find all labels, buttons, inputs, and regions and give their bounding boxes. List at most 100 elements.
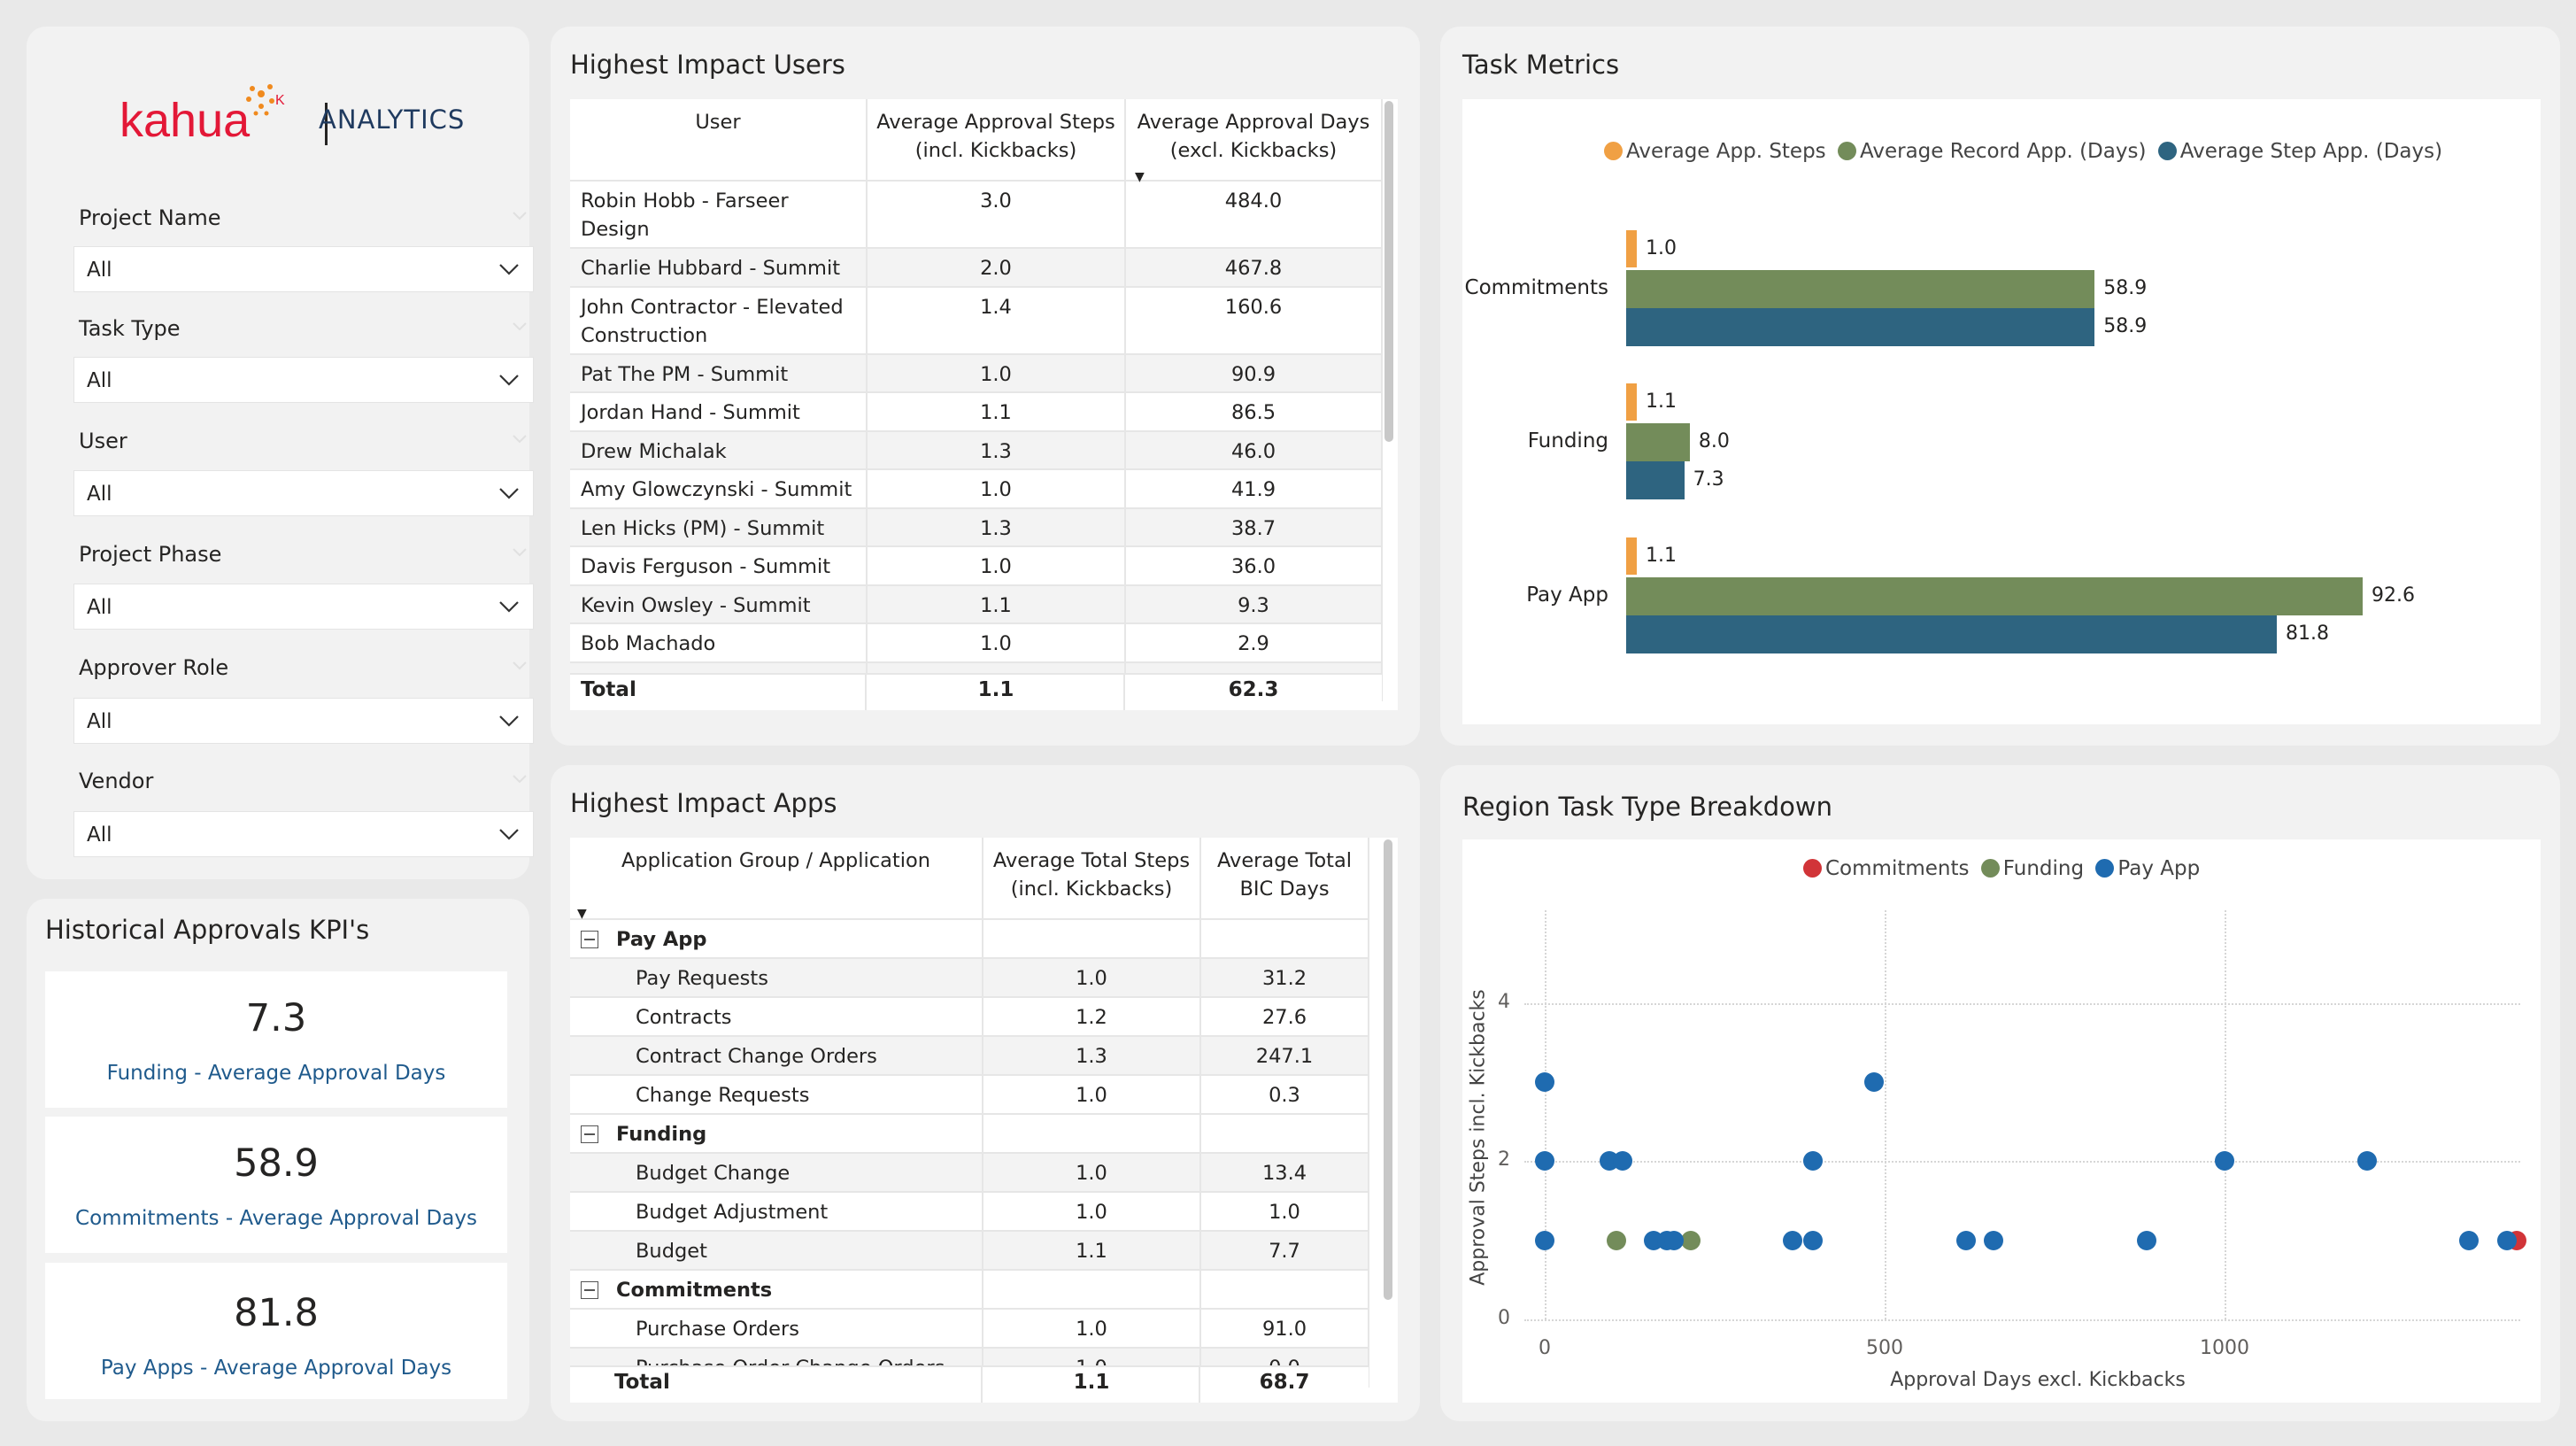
bar[interactable] (1626, 461, 1685, 499)
group-row[interactable]: Funding (570, 1114, 1398, 1154)
group-row[interactable]: Pay App (570, 919, 1398, 959)
data-point[interactable] (2214, 1151, 2234, 1171)
dropdown-value: All (87, 596, 112, 619)
column-header-approval-days[interactable]: Average Approval Days (excl. Kickbacks) ▼ (1125, 99, 1383, 184)
table-row[interactable]: Charlie Hubbard - Summit 2.0 467.8 (570, 248, 1398, 288)
y-tick-label: 4 (1498, 990, 1510, 1013)
cell-steps: 1.3 (867, 507, 1126, 547)
cell-user: Robin Hobb - Farseer Design (570, 181, 868, 249)
bar[interactable] (1626, 230, 1637, 267)
kpi-commitments[interactable]: 58.9 Commitments - Average Approval Days (45, 1117, 507, 1253)
eraser-icon[interactable] (512, 774, 528, 785)
collapse-icon[interactable] (581, 931, 598, 948)
bar[interactable] (1626, 308, 2095, 346)
table-row[interactable]: Len Hicks (PM) - Summit 1.3 38.7 (570, 507, 1398, 547)
data-point[interactable] (1535, 1230, 1555, 1250)
legend-item-funding[interactable]: Funding (1980, 857, 2084, 880)
table-row[interactable]: Kevin Owsley - Summit 1.1 9.3 (570, 584, 1398, 624)
cell-application: Budget Change (570, 1153, 983, 1193)
legend-item-pay-app[interactable]: Pay App (2095, 857, 2200, 880)
data-point[interactable] (2459, 1230, 2480, 1250)
column-header-application[interactable]: Application Group / Application ▼ (570, 838, 983, 921)
legend-label: Average Record App. (Days) (1859, 140, 2147, 163)
legend-item-app-steps[interactable]: Average App. Steps (1604, 140, 1826, 163)
table-row[interactable]: John Contractor - Elevated Construction 1… (570, 286, 1398, 355)
project-name-dropdown[interactable]: All (73, 246, 534, 292)
column-header-user[interactable]: User (570, 99, 868, 182)
data-point[interactable] (1803, 1230, 1824, 1250)
data-point[interactable] (1983, 1230, 2003, 1250)
legend-item-step-days[interactable]: Average Step App. (Days) (2157, 140, 2442, 163)
eraser-icon[interactable] (512, 661, 528, 671)
column-header-approval-steps[interactable]: Average Approval Steps (incl. Kickbacks) (867, 99, 1126, 182)
data-point[interactable] (2357, 1151, 2378, 1171)
header-label: Average Approval Days (excl. Kickbacks) (1137, 111, 1370, 162)
kpi-funding[interactable]: 7.3 Funding - Average Approval Days (45, 971, 507, 1108)
cell-steps: 1.0 (983, 1153, 1201, 1193)
app-row[interactable]: Change Requests 1.0 0.3 (570, 1075, 1398, 1115)
app-row[interactable]: Budget Adjustment 1.0 1.0 (570, 1192, 1398, 1232)
legend-item-record-days[interactable]: Average Record App. (Days) (1837, 140, 2147, 163)
bar[interactable] (1626, 615, 2277, 653)
cell-days: 484.0 (1125, 181, 1383, 249)
cell-application: Budget Adjustment (570, 1192, 983, 1232)
table-row[interactable]: Davis Ferguson - Summit 1.0 36.0 (570, 546, 1398, 586)
apps-scrollbar[interactable] (1382, 838, 1394, 1403)
bar[interactable] (1626, 270, 2095, 308)
legend-item-commitments[interactable]: Commitments (1803, 857, 1969, 880)
user-dropdown[interactable]: All (73, 470, 534, 516)
app-row[interactable]: Budget Change 1.0 13.4 (570, 1153, 1398, 1193)
data-point[interactable] (1956, 1230, 1977, 1250)
data-point[interactable] (1535, 1072, 1555, 1092)
total-steps: 1.1 (1073, 1371, 1110, 1394)
table-row[interactable]: Bob Machado 1.0 2.9 (570, 623, 1398, 663)
project-phase-dropdown[interactable]: All (73, 584, 534, 630)
table-row[interactable]: Jordan Hand - Summit 1.1 86.5 (570, 392, 1398, 432)
data-point[interactable] (1663, 1230, 1684, 1250)
data-point[interactable] (1535, 1151, 1555, 1171)
app-row[interactable]: Contract Change Orders 1.3 247.1 (570, 1036, 1398, 1076)
total-label: Total (614, 1371, 670, 1394)
scrollbar-thumb[interactable] (1384, 839, 1392, 1300)
bar[interactable] (1626, 383, 1637, 421)
app-row[interactable]: Purchase Orders 1.0 91.0 (570, 1309, 1398, 1349)
data-point[interactable] (1606, 1230, 1626, 1250)
data-point[interactable] (2136, 1230, 2156, 1250)
bar[interactable] (1626, 577, 2363, 615)
collapse-icon[interactable] (581, 1125, 598, 1143)
table-row[interactable]: Pat The PM - Summit 1.0 90.9 (570, 353, 1398, 393)
data-point[interactable] (1803, 1151, 1824, 1171)
kpi-caption: Commitments - Average Approval Days (75, 1207, 477, 1230)
users-scrollbar[interactable] (1383, 99, 1395, 710)
data-point[interactable] (1681, 1230, 1701, 1250)
collapse-icon[interactable] (581, 1281, 598, 1299)
kpi-caption: Funding - Average Approval Days (106, 1062, 446, 1085)
task-type-dropdown[interactable]: All (73, 357, 534, 403)
cell-user: John Contractor - Elevated Construction (570, 286, 868, 355)
group-row[interactable]: Commitments (570, 1270, 1398, 1310)
legend-label: Average App. Steps (1626, 140, 1826, 163)
app-row[interactable]: Budget 1.1 7.7 (570, 1231, 1398, 1271)
kpi-pay-apps[interactable]: 81.8 Pay Apps - Average Approval Days (45, 1263, 507, 1399)
eraser-icon[interactable] (512, 547, 528, 558)
app-row[interactable]: Contracts 1.2 27.6 (570, 997, 1398, 1037)
eraser-icon[interactable] (512, 211, 528, 221)
column-header-bic-days[interactable]: Average Total BIC Days (1200, 838, 1369, 920)
table-row[interactable]: Robin Hobb - Farseer Design 3.0 484.0 (570, 181, 1398, 249)
vendor-dropdown[interactable]: All (73, 811, 534, 857)
data-point[interactable] (1783, 1230, 1803, 1250)
data-point[interactable] (2496, 1230, 2517, 1250)
eraser-icon[interactable] (512, 434, 528, 445)
data-point[interactable] (1864, 1072, 1885, 1092)
scrollbar-thumb[interactable] (1384, 101, 1393, 442)
table-row[interactable]: Amy Glowczynski - Summit 1.0 41.9 (570, 469, 1398, 509)
bar[interactable] (1626, 423, 1690, 461)
table-row[interactable]: Drew Michalak 1.3 46.0 (570, 430, 1398, 470)
approver-role-dropdown[interactable]: All (73, 698, 534, 744)
column-header-total-steps[interactable]: Average Total Steps (incl. Kickbacks) (983, 838, 1201, 920)
bar[interactable] (1626, 537, 1637, 575)
app-row[interactable]: Pay Requests 1.0 31.2 (570, 958, 1398, 998)
eraser-icon[interactable] (512, 321, 528, 332)
data-point[interactable] (1613, 1151, 1633, 1171)
x-tick-label: 0 (1539, 1337, 1552, 1359)
